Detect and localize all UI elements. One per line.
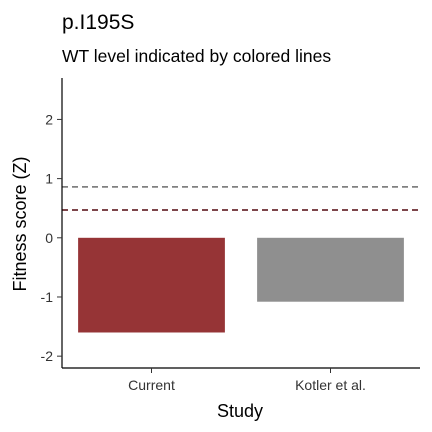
bars: [78, 237, 404, 333]
x-axis-title: Study: [217, 401, 263, 421]
y-tick-label-3: 1: [45, 171, 53, 187]
y-tick-label-0: -2: [41, 348, 54, 364]
y-axis-ticks: -2 -1 0 1 2: [41, 111, 62, 364]
y-tick-label-4: 2: [45, 111, 53, 127]
y-tick-label-1: -1: [41, 289, 54, 305]
bar-0: [78, 237, 225, 333]
y-axis-title: Fitness score (Z): [10, 156, 30, 291]
x-tick-label-1: Kotler et al.: [295, 377, 366, 393]
x-axis-ticks: Current Kotler et al.: [128, 368, 366, 393]
chart-title: p.I195S: [62, 11, 134, 34]
y-tick-label-2: 0: [45, 230, 53, 246]
bar-1: [257, 237, 404, 302]
chart-subtitle: WT level indicated by colored lines: [62, 46, 331, 66]
reference-lines: [62, 185, 420, 211]
x-tick-label-0: Current: [128, 377, 175, 393]
